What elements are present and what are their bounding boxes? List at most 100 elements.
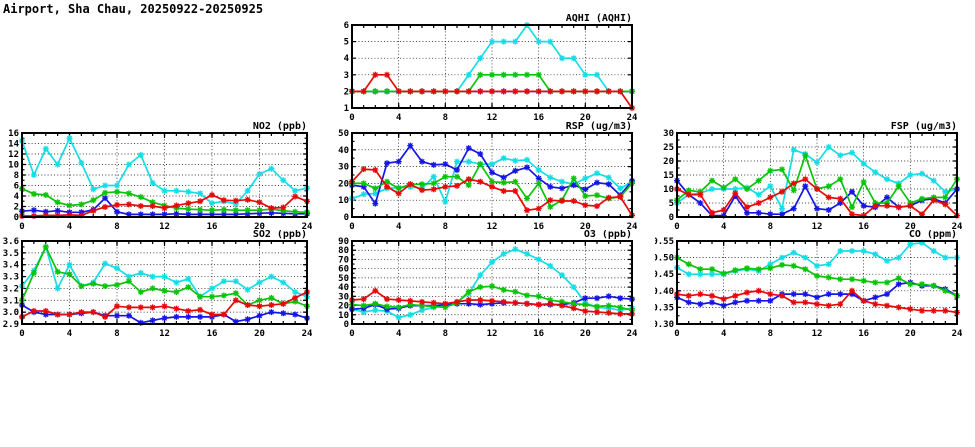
co-chart: 0 4 8 12 16 20 24 0.30 0.35 0.40 0.45 0.50 0.55 CO (p… <box>655 230 963 339</box>
svg-text:80: 80 <box>338 246 349 256</box>
svg-text:0: 0 <box>349 113 354 123</box>
svg-text:20: 20 <box>338 302 349 312</box>
svg-text:70: 70 <box>338 255 349 265</box>
svg-text:0: 0 <box>344 320 349 330</box>
svg-text:14: 14 <box>8 140 19 150</box>
svg-text:20: 20 <box>254 222 265 232</box>
fsp-chart-title: FSP (ug/m3) <box>891 121 957 132</box>
svg-text:30: 30 <box>338 292 349 302</box>
chart-panel-aqhi: 0 4 8 12 16 20 24 1 2 3 4 5 6 AQHI (AQHI) <box>330 3 645 123</box>
svg-text:16: 16 <box>533 113 544 123</box>
svg-text:4: 4 <box>67 329 73 339</box>
svg-text:3.0: 3.0 <box>3 308 19 318</box>
series-red-markers <box>674 287 960 316</box>
svg-text:20: 20 <box>580 222 591 232</box>
svg-text:30: 30 <box>663 129 674 139</box>
chart-panel-o3: 0 4 8 12 16 20 24 0 10 20 30 40 50 60 70 80 90 O3 (ppb) <box>330 230 645 342</box>
svg-text:4: 4 <box>14 192 20 202</box>
no2-chart-title: NO2 (ppb) <box>253 121 307 132</box>
svg-text:16: 16 <box>533 329 544 339</box>
svg-text:0: 0 <box>674 329 679 339</box>
svg-text:24: 24 <box>627 329 638 339</box>
svg-text:4: 4 <box>396 113 402 123</box>
svg-text:0: 0 <box>344 213 349 223</box>
series-green-markers <box>674 254 960 299</box>
svg-text:10: 10 <box>663 185 674 195</box>
svg-text:3.4: 3.4 <box>3 261 20 271</box>
svg-text:12: 12 <box>8 150 19 160</box>
chart-panel-fsp: 0 4 8 12 16 20 24 0 5 10 15 20 25 30 FSP (ug/m3) <box>655 117 975 233</box>
svg-text:0: 0 <box>14 213 19 223</box>
svg-text:24: 24 <box>952 329 963 339</box>
svg-text:0.40: 0.40 <box>655 287 674 297</box>
svg-text:8: 8 <box>443 113 448 123</box>
svg-text:8: 8 <box>443 222 448 232</box>
svg-text:3.3: 3.3 <box>3 273 19 283</box>
chart-panel-so2: 0 4 8 12 16 20 24 2.9 3.0 3.1 3.2 3.3 3.4 3.5 3.6 SO2 (… <box>0 230 320 342</box>
fsp-chart: 0 4 8 12 16 20 24 0 5 10 15 20 25 30 FSP (ug/m3) <box>663 121 963 232</box>
svg-text:20: 20 <box>580 329 591 339</box>
svg-text:4: 4 <box>721 329 727 339</box>
svg-text:0.55: 0.55 <box>655 237 674 247</box>
svg-text:6: 6 <box>14 182 19 192</box>
svg-text:12: 12 <box>487 329 498 339</box>
svg-text:0: 0 <box>669 213 674 223</box>
svg-text:50: 50 <box>338 129 349 139</box>
svg-text:2: 2 <box>14 203 19 213</box>
svg-text:12: 12 <box>487 222 498 232</box>
svg-text:16: 16 <box>858 329 869 339</box>
svg-text:3.2: 3.2 <box>3 284 19 294</box>
svg-text:0: 0 <box>19 222 24 232</box>
svg-text:0: 0 <box>349 329 354 339</box>
svg-text:2: 2 <box>344 87 349 97</box>
svg-text:12: 12 <box>812 329 823 339</box>
svg-text:8: 8 <box>768 329 773 339</box>
svg-text:25: 25 <box>663 143 674 153</box>
svg-text:3.1: 3.1 <box>3 296 19 306</box>
svg-text:1: 1 <box>344 104 349 114</box>
svg-text:20: 20 <box>905 329 916 339</box>
svg-text:0: 0 <box>19 329 24 339</box>
svg-text:10: 10 <box>338 311 349 321</box>
chart-panel-no2: 0 4 8 12 16 20 24 0 2 4 6 8 10 12 14 16 NO2 (ppb) <box>0 117 320 233</box>
svg-text:20: 20 <box>580 113 591 123</box>
so2-chart: 0 4 8 12 16 20 24 2.9 3.0 3.1 3.23.3 3.4 3.5 3.6 SO2 (… <box>3 230 313 339</box>
svg-text:40: 40 <box>338 283 349 293</box>
svg-text:24: 24 <box>952 222 963 232</box>
svg-text:3.6: 3.6 <box>3 237 19 247</box>
svg-text:4: 4 <box>67 222 73 232</box>
series-red-markers <box>349 287 635 317</box>
co-chart-title: CO (ppm) <box>909 230 957 240</box>
svg-text:0.50: 0.50 <box>655 254 674 264</box>
svg-text:0: 0 <box>349 222 354 232</box>
svg-text:4: 4 <box>396 329 402 339</box>
svg-text:16: 16 <box>858 222 869 232</box>
svg-text:0: 0 <box>674 222 679 232</box>
svg-text:12: 12 <box>487 113 498 123</box>
svg-text:8: 8 <box>114 222 119 232</box>
rsp-chart: 0 4 8 12 16 20 24 0 10 20 30 40 50 RSP (ug/m3) <box>338 121 638 232</box>
svg-text:0.45: 0.45 <box>655 270 674 280</box>
svg-text:15: 15 <box>663 171 674 181</box>
svg-text:24: 24 <box>302 222 313 232</box>
svg-text:16: 16 <box>207 222 218 232</box>
svg-text:2.9: 2.9 <box>3 320 19 330</box>
svg-text:3.5: 3.5 <box>3 249 19 259</box>
svg-text:8: 8 <box>768 222 773 232</box>
svg-text:90: 90 <box>338 237 349 247</box>
rsp-chart-title: RSP (ug/m3) <box>566 121 632 132</box>
chart-panel-rsp: 0 4 8 12 16 20 24 0 10 20 30 40 50 RSP (ug/m3) <box>330 117 645 233</box>
svg-text:3: 3 <box>344 71 349 81</box>
svg-text:20: 20 <box>663 157 674 167</box>
aqhi-chart-title: AQHI (AQHI) <box>566 13 632 24</box>
svg-text:0.30: 0.30 <box>655 320 674 330</box>
page-title: Airport, Sha Chau, 20250922-20250925 <box>3 2 264 16</box>
svg-text:6: 6 <box>344 21 349 31</box>
chart-panel-co: 0 4 8 12 16 20 24 0.30 0.35 0.40 0.45 0.50 0.55 CO (p… <box>655 230 975 342</box>
svg-text:10: 10 <box>8 161 19 171</box>
svg-text:4: 4 <box>344 54 350 64</box>
